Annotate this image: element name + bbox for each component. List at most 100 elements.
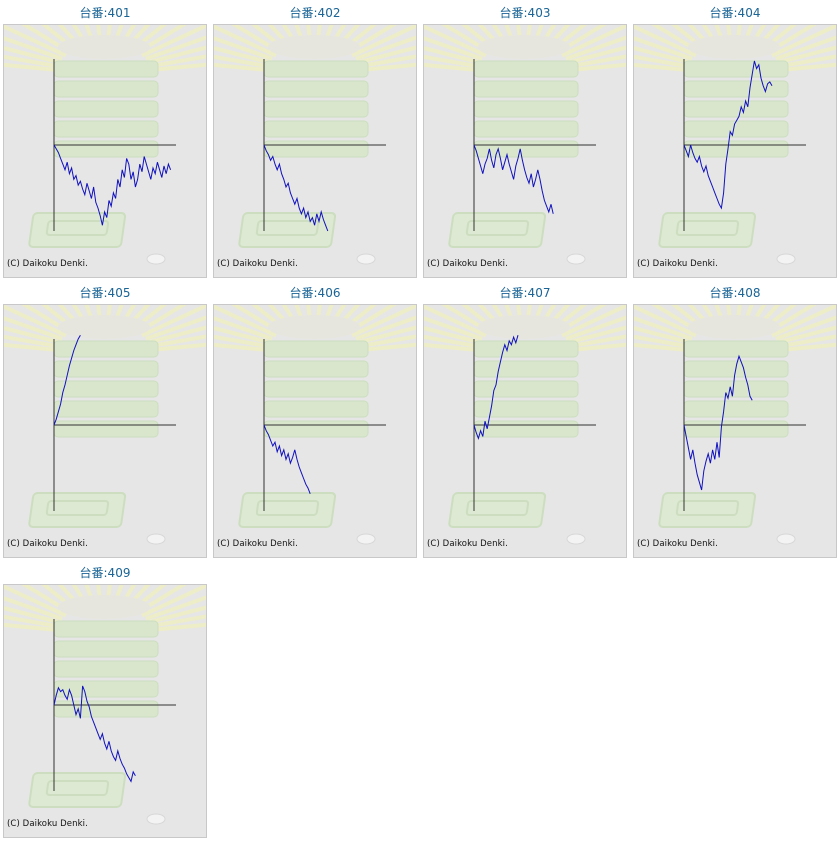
ray-shape <box>634 54 687 68</box>
ray-shape <box>634 25 697 58</box>
ray-shape <box>148 605 206 625</box>
ray-shape <box>145 315 206 341</box>
chart-title[interactable]: 台番:405 <box>79 286 131 300</box>
ball-box-shape <box>683 140 789 158</box>
balls-shape <box>688 35 780 59</box>
balls-shape <box>688 315 780 339</box>
ray-shape <box>141 305 206 338</box>
ball-box-shape <box>473 100 579 118</box>
ray-shape <box>4 62 55 72</box>
ray-shape <box>151 614 206 628</box>
copyright-label: (C) Daikoku Denki. <box>637 539 718 549</box>
ray-shape <box>634 334 687 348</box>
tray-inner-shape <box>675 220 740 236</box>
ball-box-shape <box>263 140 369 158</box>
ray-shape <box>424 334 477 348</box>
ray-shape <box>4 585 67 618</box>
ray-shape <box>424 62 475 72</box>
line-chart <box>424 25 626 265</box>
ray-shape <box>424 316 483 341</box>
chart-panel: (C) Daikoku Denki. <box>3 584 207 838</box>
ray-shape <box>778 325 836 345</box>
data-series-line <box>683 60 773 210</box>
background-art <box>424 305 626 545</box>
balls-shape <box>58 35 150 59</box>
chart-panel: (C) Daikoku Denki. <box>3 24 207 278</box>
ray-shape <box>424 46 480 65</box>
chart-title[interactable]: 台番:404 <box>709 6 761 20</box>
ray-shape <box>355 315 416 341</box>
ray-shape <box>346 305 397 335</box>
coin-shape <box>146 253 166 265</box>
ray-shape <box>634 342 685 352</box>
ray-shape <box>651 305 702 335</box>
background-art <box>634 25 836 265</box>
chart-cell: 台番:402 (C) Daikoku Denki. <box>210 0 420 280</box>
chart-title[interactable]: 台番:401 <box>79 6 131 20</box>
tray-inner-shape <box>675 500 740 516</box>
chart-title[interactable]: 台番:403 <box>499 6 551 20</box>
data-series-line <box>473 144 554 214</box>
line-chart <box>4 305 206 545</box>
tray-shape <box>28 772 127 808</box>
ball-box-shape <box>683 380 789 398</box>
data-series-line <box>53 685 136 783</box>
ball-box-shape <box>53 420 159 438</box>
chart-cell: 台番:405 (C) Daikoku Denki. <box>0 280 210 560</box>
chart-title[interactable]: 台番:406 <box>289 286 341 300</box>
ray-shape <box>153 622 206 632</box>
ray-shape <box>363 342 416 352</box>
ray-shape <box>556 25 607 55</box>
coin-shape <box>566 253 586 265</box>
coin-shape <box>566 533 586 545</box>
balls-shape <box>478 315 570 339</box>
ray-shape <box>214 62 265 72</box>
ball-box-shape <box>683 120 789 138</box>
ray-shape <box>358 45 416 65</box>
ray-shape <box>214 326 270 345</box>
ball-box-shape <box>53 120 159 138</box>
tray-inner-shape <box>45 220 110 236</box>
copyright-label: (C) Daikoku Denki. <box>7 259 88 269</box>
background-art <box>4 25 206 265</box>
tray-inner-shape <box>45 500 110 516</box>
ball-box-shape <box>53 60 159 78</box>
ball-box-shape <box>473 80 579 98</box>
ray-shape <box>363 62 416 72</box>
ray-shape <box>571 334 626 348</box>
ray-shape <box>778 45 836 65</box>
chart-title[interactable]: 台番:402 <box>289 6 341 20</box>
balls-shape <box>268 35 360 59</box>
ball-box-shape <box>53 140 159 158</box>
chart-cell: 台番:403 (C) Daikoku Denki. <box>420 0 630 280</box>
chart-title[interactable]: 台番:409 <box>79 566 131 580</box>
ray-shape <box>781 334 836 348</box>
ray-shape <box>21 305 72 335</box>
ball-box-shape <box>263 360 369 378</box>
tray-inner-shape <box>465 220 530 236</box>
ball-box-shape <box>473 360 579 378</box>
tray-inner-shape <box>255 220 320 236</box>
ray-shape <box>361 54 416 68</box>
coin-shape <box>146 813 166 825</box>
ray-shape <box>783 342 836 352</box>
ball-box-shape <box>683 340 789 358</box>
tray-shape <box>658 212 757 248</box>
tray-shape <box>658 492 757 528</box>
ray-shape <box>571 54 626 68</box>
ball-box-shape <box>683 100 789 118</box>
ray-shape <box>651 25 702 55</box>
copyright-label: (C) Daikoku Denki. <box>217 259 298 269</box>
chart-title[interactable]: 台番:408 <box>709 286 761 300</box>
balls-shape <box>58 595 150 619</box>
data-series-line <box>263 144 329 232</box>
ray-shape <box>4 342 55 352</box>
background-art <box>4 305 206 545</box>
ray-shape <box>351 25 416 58</box>
chart-title[interactable]: 台番:407 <box>499 286 551 300</box>
ray-shape <box>424 342 475 352</box>
tray-inner-shape <box>255 500 320 516</box>
tray-shape <box>448 212 547 248</box>
ray-shape <box>4 54 57 68</box>
ray-shape <box>148 45 206 65</box>
